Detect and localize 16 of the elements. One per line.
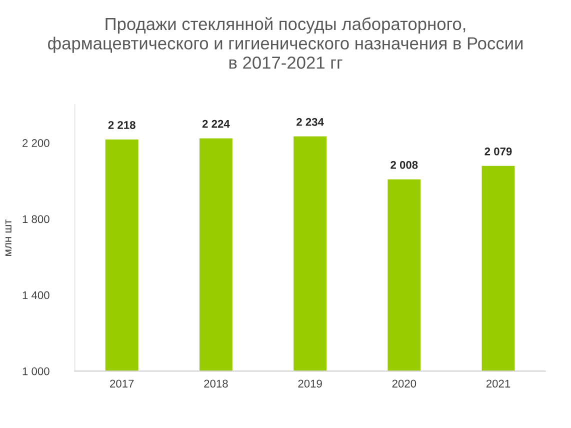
y-axis-title: млн шт	[5, 219, 12, 256]
x-tick-label: 2020	[392, 380, 416, 388]
data-label: 2 224	[202, 120, 230, 128]
x-tick-label: 2017	[110, 380, 134, 388]
chart-title: Продажи стеклянной посуды лабораторного, фармацевтического и гигиенического назначения в России в 2017-2021 гг	[48, 17, 523, 69]
y-tick-label: 1 800	[22, 215, 50, 224]
y-tick-label: 1 000	[22, 367, 50, 376]
x-tick-label: 2019	[298, 380, 322, 388]
y-tick-label: 2 200	[22, 139, 50, 148]
data-label: 2 008	[390, 161, 418, 169]
x-tick-label: 2018	[204, 380, 228, 388]
y-tick-label: 1 400	[22, 291, 50, 300]
data-label: 2 218	[108, 121, 136, 129]
x-tick-label: 2021	[486, 380, 510, 388]
data-label: 2 079	[484, 148, 512, 156]
data-label: 2 234	[296, 118, 324, 126]
